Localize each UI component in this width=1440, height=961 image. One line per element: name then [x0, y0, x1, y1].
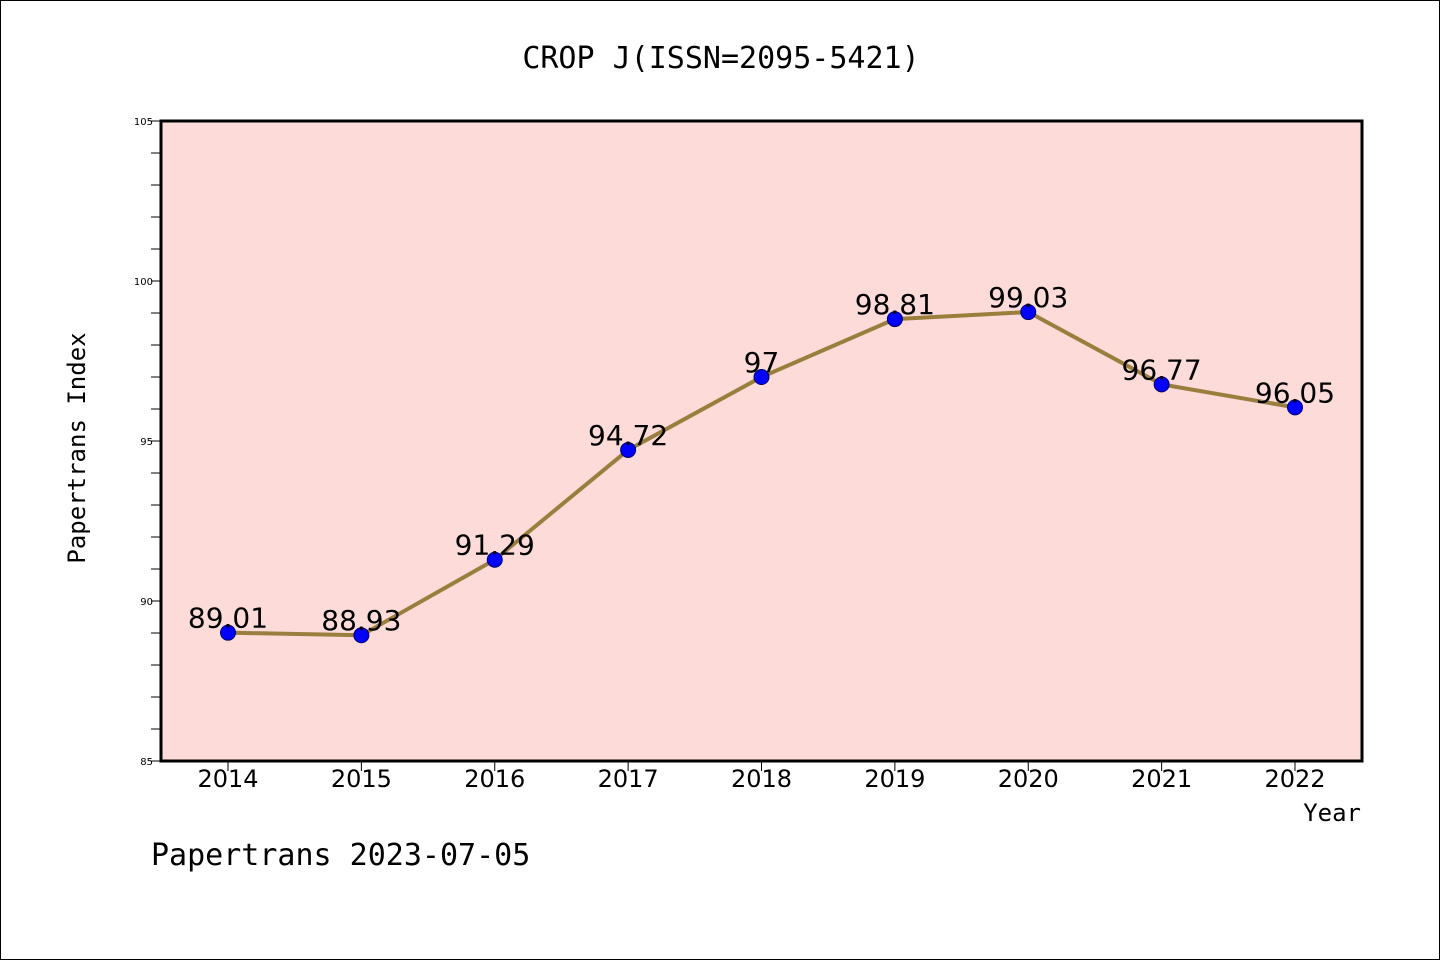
x-tick-label: 2018 — [731, 765, 792, 793]
data-label: 96.05 — [1255, 376, 1335, 409]
data-label: 96.77 — [1122, 353, 1202, 386]
data-point — [353, 627, 370, 644]
x-axis-label: Year — [1303, 799, 1361, 827]
data-label: 99.03 — [988, 281, 1068, 314]
x-axis-ticks: 2014 2015 2016 2017 2018 2019 2020 2021 2022 — [197, 761, 1326, 793]
x-tick-label: 2017 — [598, 765, 659, 793]
data-point — [753, 369, 770, 385]
y-tick-label: 100 — [134, 277, 153, 288]
data-label: 97 — [744, 346, 780, 379]
y-tick-label: 95 — [140, 437, 153, 448]
data-point — [1287, 399, 1303, 416]
y-tick-label: 105 — [134, 117, 153, 128]
x-tick-label: 2022 — [1264, 765, 1325, 793]
x-tick-label: 2015 — [331, 765, 392, 793]
data-point — [620, 441, 637, 458]
data-label: 88.93 — [321, 604, 401, 637]
plot-area — [159, 119, 1364, 763]
x-tick-label: 2016 — [464, 765, 525, 793]
x-tick-label: 2019 — [864, 765, 925, 793]
x-tick-label: 2021 — [1131, 765, 1192, 793]
data-point — [1153, 376, 1170, 393]
y-axis-label: Papertrans Index — [63, 332, 91, 563]
data-label: 98.81 — [855, 288, 935, 321]
y-tick-label: 85 — [140, 757, 153, 768]
data-point — [220, 624, 236, 641]
data-point — [1020, 304, 1037, 321]
data-label: 94.72 — [588, 419, 668, 452]
y-axis-ticks: 85 90 95 100 105 — [134, 117, 161, 768]
data-label-layer: 89.01 88.93 91.29 94.72 97 98.81 99.03 96.77 96.… — [188, 281, 1335, 637]
y-tick-label: 90 — [140, 597, 153, 608]
data-label: 91.29 — [455, 529, 535, 562]
data-point — [886, 311, 903, 328]
footer-date: Papertrans 2023-07-05 — [151, 838, 530, 873]
x-tick-label: 2014 — [197, 765, 258, 793]
data-label: 89.01 — [188, 602, 268, 635]
x-tick-label: 2020 — [998, 765, 1059, 793]
chart-title: CROP J(ISSN=2095-5421) — [522, 41, 919, 76]
series-layer — [220, 304, 1303, 644]
data-point — [486, 551, 503, 568]
